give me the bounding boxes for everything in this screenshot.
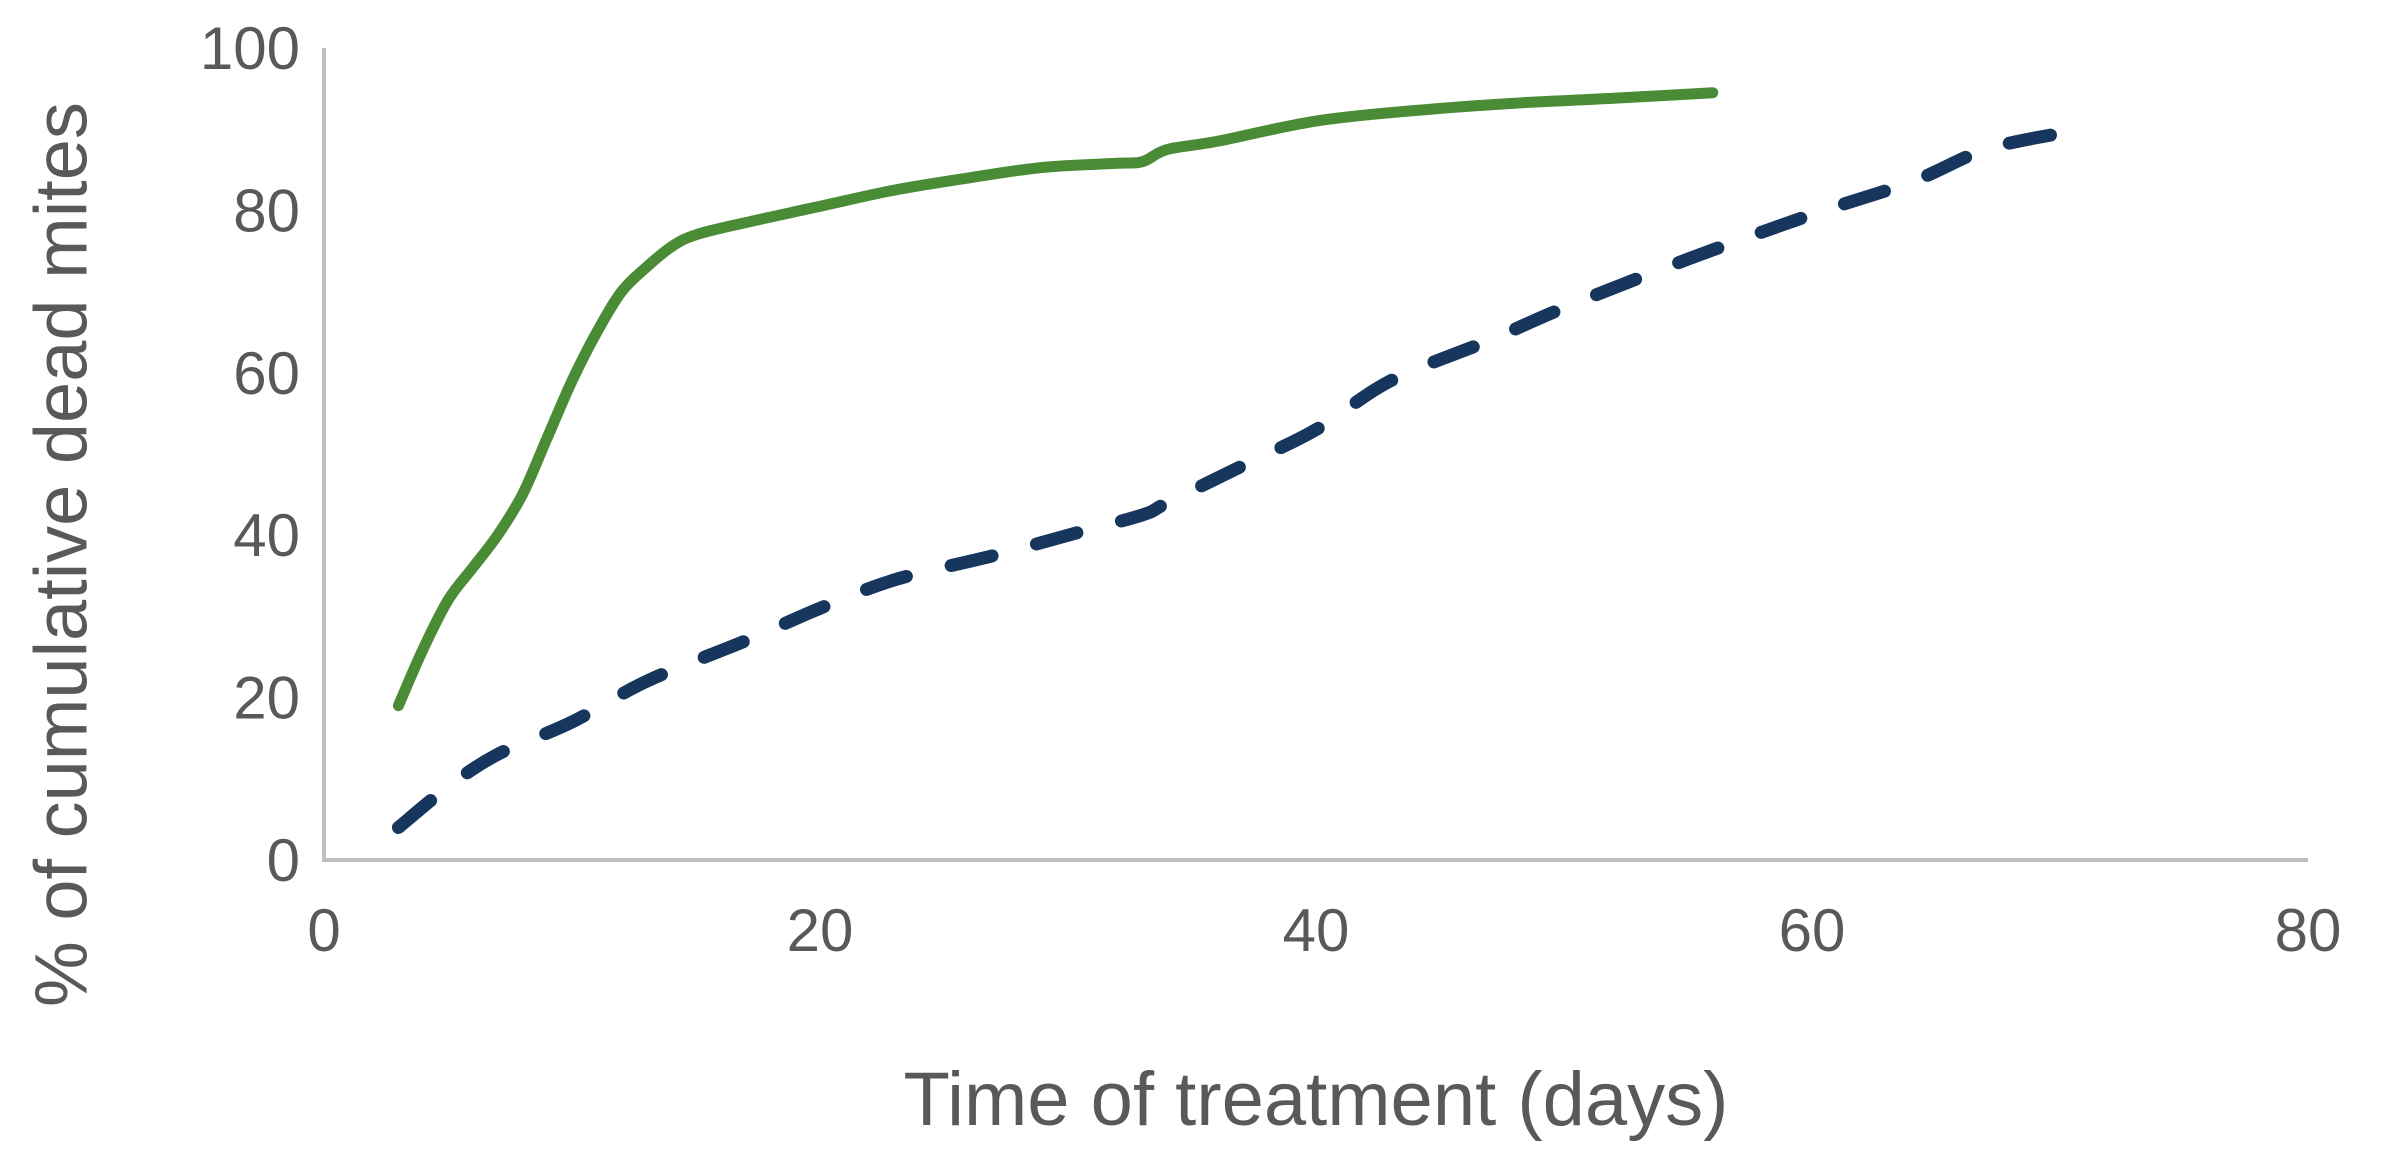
y-tick-label: 20 — [233, 665, 300, 732]
x-tick-label: 60 — [1779, 897, 1846, 964]
axis-lines — [322, 48, 2308, 862]
x-tick-label: 20 — [787, 897, 854, 964]
x-tick-label: 0 — [307, 897, 340, 964]
x-tick-label: 40 — [1283, 897, 1350, 964]
y-tick-label: 0 — [267, 827, 300, 894]
y-tick-label: 80 — [233, 177, 300, 244]
series-line-solid-green-line — [392, 87, 1719, 712]
y-tick-label: 40 — [233, 502, 300, 569]
y-tick-label: 100 — [200, 15, 300, 82]
series-line-dashed-navy-line — [391, 126, 2067, 834]
y-tick-label: 60 — [233, 340, 300, 407]
x-tick-label: 80 — [2275, 897, 2342, 964]
x-axis-title: Time of treatment (days) — [903, 1057, 1729, 1142]
